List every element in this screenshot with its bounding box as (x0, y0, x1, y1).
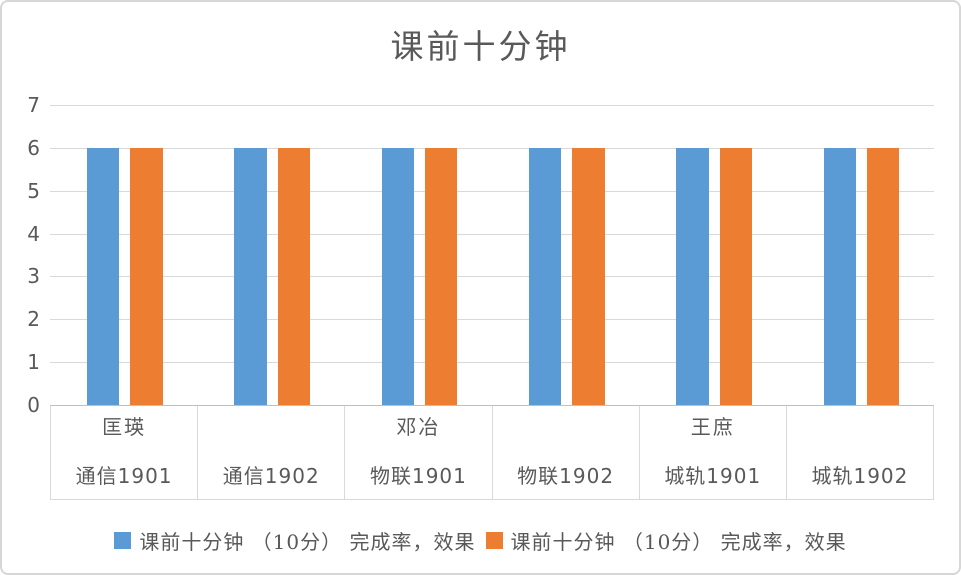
bar-series1-cat3 (381, 147, 414, 405)
bar-series2-cat4 (572, 147, 605, 405)
y-tick-label-3: 3 (27, 264, 40, 289)
teacher-label: 王庶 (690, 415, 735, 439)
legend: 课前十分钟 （10分） 完成率，效果 课前十分钟 （10分） 完成率，效果 (2, 526, 959, 555)
gridline-y3 (50, 276, 934, 278)
legend-item-2: 课前十分钟 （10分） 完成率，效果 (485, 526, 847, 555)
category-cell-3: 邓冶物联1901 (345, 406, 493, 500)
gridline-y5 (50, 190, 934, 192)
chart-title: 课前十分钟 (390, 27, 571, 66)
bar-series2-cat1 (130, 147, 163, 405)
legend-label: 课前十分钟 （10分） 完成率，效果 (510, 530, 847, 554)
gridline-y1 (50, 362, 934, 364)
plot-area (50, 105, 934, 405)
legend-item-1: 课前十分钟 （10分） 完成率，效果 (114, 526, 475, 555)
bar-series1-cat6 (823, 147, 856, 405)
y-tick-label-2: 2 (27, 307, 40, 332)
gridline-y2 (50, 319, 934, 321)
bar-series2-cat5 (719, 147, 753, 405)
class-label: 通信1901 (75, 464, 173, 488)
bar-series1-cat2 (234, 147, 267, 405)
bar-series1-cat4 (528, 147, 562, 405)
category-cell-2: 通信1902 (198, 406, 346, 500)
y-tick-label-0: 0 (27, 393, 40, 417)
category-cell-5: 王庶城轨1901 (639, 406, 787, 500)
legend-swatch-icon (114, 532, 132, 549)
gridline-y4 (50, 233, 934, 235)
legend-label: 课前十分钟 （10分） 完成率，效果 (139, 530, 476, 554)
legend-swatch-icon (485, 532, 503, 549)
y-tick-label-1: 1 (27, 350, 40, 375)
class-label: 物联1902 (517, 464, 615, 488)
class-label: 城轨1902 (811, 464, 909, 488)
y-tick-label-6: 6 (27, 135, 40, 160)
class-label: 城轨1901 (664, 464, 762, 488)
gridline-y7 (50, 105, 934, 106)
class-label: 通信1902 (222, 464, 320, 488)
y-tick-label-7: 7 (27, 93, 40, 117)
bar-series2-cat6 (866, 147, 900, 405)
category-cell-6: 城轨1902 (786, 406, 935, 500)
gridline-y6 (50, 147, 934, 149)
y-tick-label-4: 4 (27, 221, 40, 246)
category-cell-1: 匡瑛通信1901 (50, 406, 199, 500)
bar-series1-cat1 (86, 147, 120, 405)
teacher-label: 邓冶 (396, 415, 441, 439)
bar-series2-cat3 (424, 147, 458, 405)
category-axis: 匡瑛 通信1901 通信1902 邓冶 物联1901 物联1902 王庶 城轨1901 城轨19… (50, 405, 935, 500)
bar-series2-cat2 (277, 147, 311, 405)
y-tick-label-5: 5 (27, 178, 40, 203)
bar-series1-cat5 (676, 147, 709, 405)
teacher-label: 匡瑛 (102, 415, 147, 439)
class-label: 物联1901 (369, 464, 467, 488)
category-cell-4: 物联1902 (492, 406, 640, 500)
